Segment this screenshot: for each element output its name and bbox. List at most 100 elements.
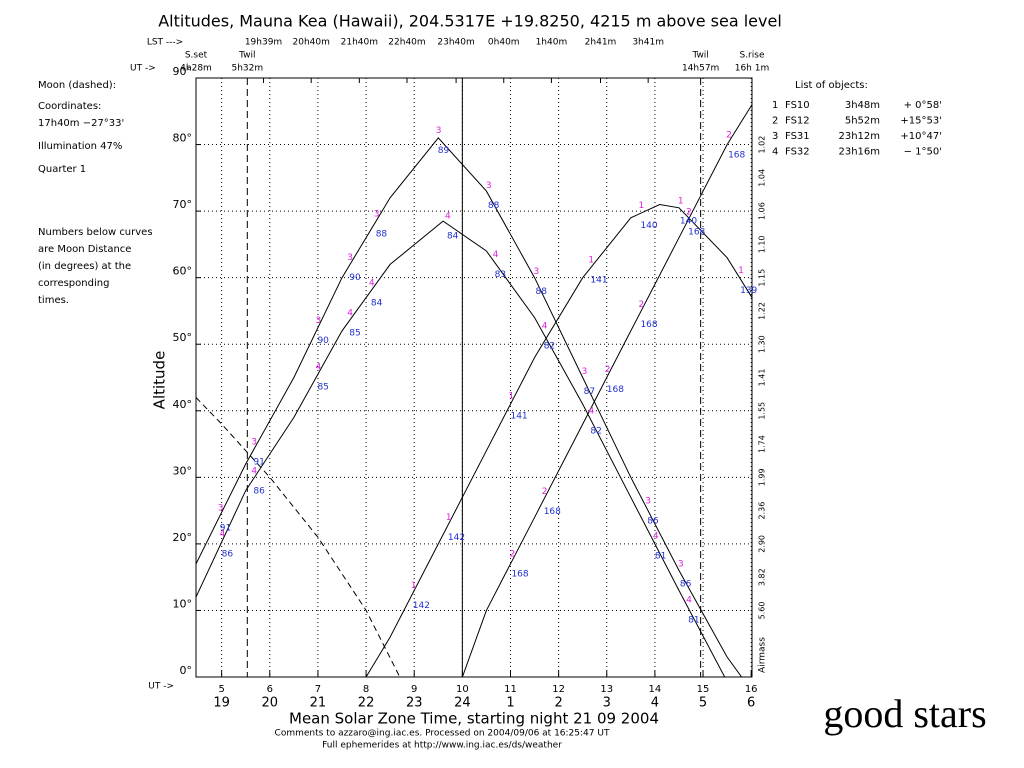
list-number: 1 [772,100,778,111]
list-dec: +10°47' [900,131,942,142]
moon-info: 17h40m −27°33' [38,118,124,129]
local-time-label: 20 [262,696,279,711]
moon-distance: 168 [544,507,561,517]
y-tick-label: 70° [173,198,193,211]
curve-marker: 3 [218,504,224,514]
airmass-label: 1.55 [758,402,767,420]
moon-distance: 88 [488,201,500,211]
list-name: FS10 [785,100,810,111]
moon-info: corresponding [38,278,109,289]
list-number: 3 [772,131,778,142]
caption: good stars [823,691,986,736]
moon-distance: 81 [655,551,666,561]
moon-distance: 168 [728,151,745,161]
lst-label: 19h39m [245,38,282,48]
lst-label: 22h40m [388,38,425,48]
curve-marker: 2 [509,549,515,559]
moon-info: are Moon Distance [38,244,131,255]
moon-distance: 90 [349,273,361,283]
list-ra: 3h48m [845,100,880,111]
event-name: S.set [185,51,208,61]
x-tick-label: 15 [697,684,710,695]
list-ra: 23h16m [838,147,880,158]
curve-marker: 4 [315,363,321,373]
curve-marker: 4 [493,250,499,260]
airmass-label: 1.41 [758,369,767,387]
local-time-label: 6 [747,696,755,711]
list-number: 4 [772,147,778,158]
airmass-label: 1.22 [758,302,767,320]
local-time-label: 23 [406,696,423,711]
y-tick-label: 10° [173,597,193,610]
moon-distance: 87 [584,387,595,397]
moon-line [196,397,401,677]
local-time-label: 5 [699,696,707,711]
moon-distance: 83 [495,270,506,280]
x-tick-label: 7 [315,684,321,695]
moon-distance: 168 [688,228,705,238]
curve-marker: 4 [653,531,659,541]
list-title: List of objects: [795,80,868,91]
local-time-label: 22 [358,696,375,711]
x-axis-label: Mean Solar Zone Time, starting night 21 … [289,710,659,728]
x-tick-label: 11 [504,684,517,695]
curve-marker: 3 [486,181,492,191]
moon-distance: 168 [640,320,657,330]
airmass-label: 2.36 [758,502,767,520]
x-prefix: UT -> [148,682,174,692]
curve-marker: 2 [726,131,732,141]
moon-info: Illumination 47% [38,141,122,152]
y-tick-label: 40° [173,398,193,411]
moon-distance: 86 [647,517,659,527]
moon-distance: 141 [510,412,527,422]
moon-distance: 142 [413,601,430,611]
moon-distance: 140 [680,216,697,226]
x-tick-label: 16 [745,684,758,695]
x-tick-label: 8 [363,684,369,695]
list-name: FS31 [785,131,810,142]
list-dec: +15°53' [900,116,942,127]
airmass-label: 3.82 [758,568,767,586]
moon-distance: 140 [640,221,657,231]
footer: Comments to azzaro@ing.iac.es. Processed… [275,729,610,739]
local-time-label: 19 [213,696,230,711]
chart-title: Altitudes, Mauna Kea (Hawaii), 204.5317E… [158,12,782,31]
list-name: FS32 [785,147,810,158]
list-number: 2 [772,116,778,127]
lst-label: 0h40m [488,38,520,48]
event-name: S.rise [739,51,764,61]
curve-marker: 1 [508,392,514,402]
moon-distance: 82 [544,342,555,352]
curve-marker: 1 [446,513,452,523]
event-name: Twil [238,51,255,61]
airmass-label: 1.30 [758,335,767,353]
moon-distance: 91 [253,458,264,468]
moon-distance: 91 [220,524,231,534]
local-time-label: 3 [603,696,611,711]
curve-marker: 3 [534,267,540,277]
curve-marker: 2 [686,208,692,218]
x-tick-label: 13 [600,684,613,695]
moon-distance: 86 [680,580,692,590]
airmass-label: 1.04 [758,169,767,187]
moon-distance: 86 [222,550,234,560]
airmass-label: 1.10 [758,235,767,253]
curve-marker: 4 [251,466,257,476]
airmass-label: 5.60 [758,602,767,620]
curve-marker: 1 [411,581,417,591]
curve-marker: 3 [436,126,442,136]
x-tick-label: 6 [267,684,273,695]
object-line [365,203,752,677]
event-time: 16h 1m [735,64,770,74]
event-time: 5h32m [231,64,263,74]
airmass-label: 1.15 [758,269,767,287]
x-tick-label: 5 [218,684,224,695]
local-time-label: 2 [554,696,562,711]
object-line [461,104,752,677]
x-tick-label: 14 [649,684,662,695]
curve-marker: 4 [220,530,226,540]
event-name: Twil [691,51,708,61]
curve-marker: 3 [347,253,353,263]
